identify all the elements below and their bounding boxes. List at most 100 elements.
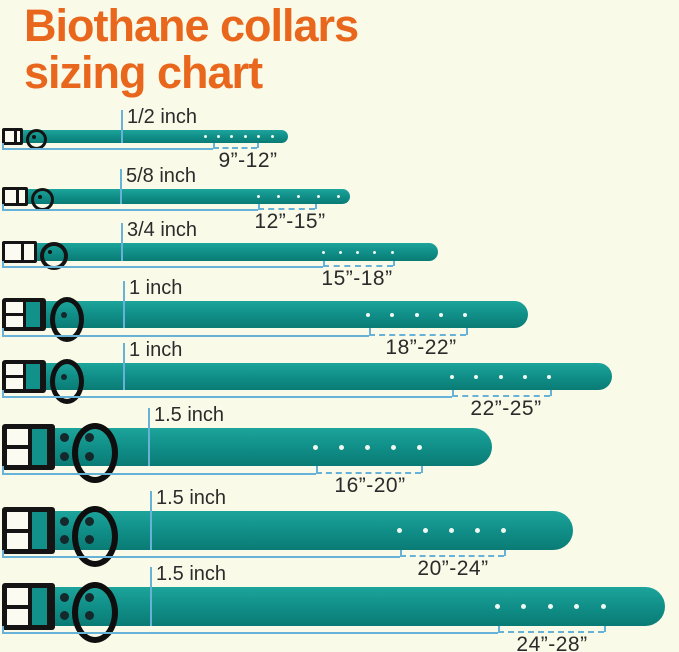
measure-tick [2,626,4,632]
width-label: 1.5 inch [154,404,225,426]
collar-hole [474,374,479,379]
measure-tick [257,143,259,148]
width-tick-line [150,567,152,626]
collar-hole [463,312,467,317]
page-title: Biothane collars sizing chart [24,2,359,96]
size-range-label: 12”-15” [254,210,326,233]
measure-tick [2,466,4,473]
buckle-prong-bar [7,445,28,449]
collar-strap [2,130,288,143]
collar-hole [243,135,247,138]
rivet [61,373,67,380]
collar-hole [256,195,260,198]
measure-line [2,335,369,337]
measure-tick [369,328,371,335]
measure-tick [2,204,4,209]
collar-hole [257,135,261,138]
measure-tick [498,626,500,632]
buckle-window [5,190,25,203]
measure-line [2,473,316,475]
collar-hole [416,444,422,450]
buckle-prong-bar [7,604,28,609]
collar-hole [396,528,402,533]
rivet [59,433,69,443]
measure-line-dashed [323,265,393,267]
measure-tick [421,466,423,473]
measure-line-dashed [213,147,257,149]
collar-hole [500,528,506,533]
measure-line [2,209,258,211]
measure-tick [504,550,506,556]
size-range-label: 22”-25” [470,397,542,420]
measure-tick [323,261,325,266]
buckle-strap-pass [26,364,40,389]
collar-hole [356,250,359,254]
collar-hole [321,250,325,254]
width-label: 3/4 inch [127,219,198,241]
buckle-strap-pass [32,429,47,465]
measure-tick [550,390,552,396]
collar-hole [373,250,377,254]
collar-hole [336,195,340,198]
width-tick-line [148,408,150,466]
buckle-center-bar [16,190,20,203]
measure-line-dashed [400,555,504,557]
width-label: 1/2 inch [127,106,198,128]
size-range-label: 9”-12” [218,149,278,172]
rivet [59,451,69,461]
d-ring-icon [72,423,118,483]
measure-tick [316,466,318,473]
width-label: 1 inch [129,339,183,361]
size-range-label: 15”-18” [321,267,393,290]
collar-hole [390,250,394,254]
buckle-center-bar [13,131,17,142]
size-range-label: 16”-20” [334,474,406,497]
measure-tick [466,328,468,335]
buckle-center-bar [21,244,25,260]
rivet [59,516,69,526]
measure-tick [604,626,606,632]
collar-hole [338,444,344,450]
measure-tick [2,550,4,556]
width-tick-line [123,281,125,328]
size-range-label: 24”-28” [516,633,588,652]
size-range-label: 18”-22” [385,336,457,359]
width-tick-line [150,491,152,550]
buckle-strap-pass [32,512,47,549]
measure-tick [213,143,215,148]
collar-hole [438,312,443,317]
size-range-label: 20”-24” [417,557,489,580]
collar-hole [448,528,454,533]
measure-line-dashed [498,631,604,633]
collar-hole [422,528,428,533]
rivet [61,311,67,318]
d-ring-icon [72,582,118,643]
buckle-ring-pin [31,134,36,139]
collar-hole [498,374,503,379]
collar-hole [574,604,579,609]
collar-hole [494,604,500,609]
measure-tick [2,261,4,266]
buckle-strap-pass [26,302,40,327]
width-tick-line [121,110,123,143]
collar-strap [2,243,438,261]
measure-tick [2,390,4,396]
collar-hole [547,374,551,379]
buckle-strap-pass [32,588,47,625]
buckle-ring-pin [37,194,42,199]
rivet [59,592,69,602]
buckle-ring-pin [48,250,52,254]
measure-line-dashed [258,208,315,210]
collar-hole [203,135,207,138]
collar-strap [2,363,612,390]
buckle-window [5,131,20,142]
d-ring-icon [50,297,84,342]
measure-line-dashed [369,334,466,336]
width-tick-line [123,343,125,390]
collar-hole [522,374,527,379]
